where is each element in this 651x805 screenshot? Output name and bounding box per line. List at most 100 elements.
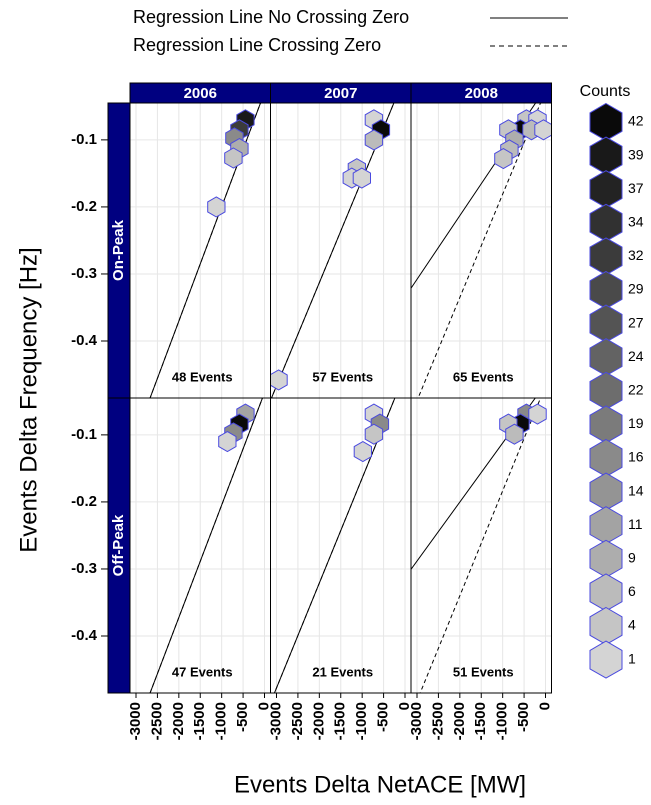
panel-content <box>411 398 552 693</box>
legend-hex <box>589 573 623 612</box>
legend-hex <box>589 606 623 646</box>
y-tick-label: -0.1 <box>71 426 97 443</box>
regression-line <box>270 103 395 398</box>
legend-count-label: 32 <box>628 247 644 263</box>
legend-hex <box>589 438 623 478</box>
hexbin <box>270 369 288 391</box>
legend-count-label: 1 <box>628 650 636 666</box>
legend-hex <box>589 371 623 410</box>
event-count: 48 Events <box>172 369 233 384</box>
legend-hex <box>589 102 623 142</box>
y-axis-title: Events Delta Frequency [Hz] <box>15 247 42 552</box>
legend-hex <box>589 304 623 343</box>
x-tick-label: 0 <box>396 702 413 710</box>
x-tick-label: -500 <box>234 702 251 732</box>
y-tick-label: -0.2 <box>71 198 97 215</box>
legend-title: Counts <box>580 83 631 100</box>
legend-hex <box>589 270 623 310</box>
hexbin <box>364 423 384 445</box>
column-label: 2007 <box>324 85 357 102</box>
y-tick-label: -0.4 <box>71 627 98 644</box>
x-tick-label: -3000 <box>127 702 144 740</box>
x-tick-label: -1000 <box>353 702 370 740</box>
x-tick-label: -2000 <box>451 702 468 740</box>
legend-count-label: 11 <box>628 516 643 532</box>
x-tick-label: -500 <box>515 702 532 732</box>
legend-hex <box>589 136 623 175</box>
hexbin <box>224 147 243 169</box>
event-count: 21 Events <box>312 664 373 679</box>
legend-count-label: 37 <box>628 180 644 196</box>
x-tick-label: -3000 <box>267 702 284 740</box>
legend-count-label: 42 <box>628 113 644 129</box>
legend-label: Regression Line Crossing Zero <box>133 35 381 55</box>
legend-count-label: 34 <box>628 214 644 230</box>
hexbin <box>207 196 226 218</box>
row-label: Off-Peak <box>110 514 127 576</box>
x-tick-label: 0 <box>536 702 553 710</box>
regression-line <box>149 398 263 693</box>
column-label: 2008 <box>465 85 498 102</box>
y-tick-label: -0.3 <box>71 265 97 282</box>
hexbin <box>364 129 384 151</box>
legend-hex <box>589 472 623 511</box>
legend-count-label: 16 <box>628 449 644 465</box>
row-label: On-Peak <box>110 219 127 281</box>
hexbin <box>528 403 547 425</box>
x-tick-label: -1500 <box>332 702 349 740</box>
regression-line <box>149 103 262 398</box>
regression-line <box>273 398 396 693</box>
x-tick-label: -1000 <box>494 702 511 740</box>
x-tick-label: -2500 <box>289 702 306 740</box>
legend-count-label: 39 <box>628 146 644 162</box>
x-tick-label: -1500 <box>472 702 489 740</box>
legend-count-label: 9 <box>628 550 636 566</box>
hexbin <box>353 441 372 463</box>
legend-hex <box>589 506 623 545</box>
hexbin <box>494 148 513 170</box>
panel-content <box>270 103 411 398</box>
panel-content <box>130 398 271 693</box>
legend-hex <box>589 405 623 444</box>
legend-count-label: 27 <box>628 314 644 330</box>
x-tick-label: -2500 <box>148 702 165 740</box>
x-tick-label: 0 <box>255 702 272 710</box>
hexbin <box>218 431 237 453</box>
hexbin <box>352 167 371 189</box>
y-tick-label: -0.3 <box>71 560 97 577</box>
event-count: 57 Events <box>312 369 373 384</box>
legend-count-label: 22 <box>628 382 644 398</box>
legend-hex <box>589 237 623 276</box>
hexbin <box>505 423 524 445</box>
legend-label: Regression Line No Crossing Zero <box>133 7 409 27</box>
x-tick-label: -1500 <box>191 702 208 740</box>
y-tick-label: -0.1 <box>71 131 97 148</box>
y-tick-label: -0.2 <box>71 493 97 510</box>
hexbin <box>534 119 552 141</box>
x-tick-label: -1000 <box>213 702 230 740</box>
x-tick-label: -2500 <box>429 702 446 740</box>
legend-hex <box>589 170 623 209</box>
panel-content <box>130 103 271 398</box>
x-tick-label: -500 <box>375 702 392 732</box>
y-tick-label: -0.4 <box>71 332 98 349</box>
event-count: 51 Events <box>453 664 514 679</box>
x-tick-label: -3000 <box>408 702 425 740</box>
event-count: 47 Events <box>172 664 233 679</box>
regression-line <box>417 103 542 398</box>
legend-count-label: 4 <box>628 617 636 633</box>
legend-hex <box>589 640 623 679</box>
x-axis-title: Events Delta NetACE [MW] <box>234 771 526 798</box>
legend-count-label: 14 <box>628 482 644 498</box>
legend-count-label: 29 <box>628 281 644 297</box>
panel-content <box>411 103 552 398</box>
legend-hex <box>589 203 623 242</box>
legend-count-label: 19 <box>628 415 644 431</box>
legend-count-label: 6 <box>628 583 636 599</box>
legend-hex <box>589 338 623 377</box>
legend-count-label: 24 <box>628 348 644 364</box>
legend-hex <box>589 539 623 578</box>
column-label: 2006 <box>184 85 217 102</box>
x-tick-label: -2000 <box>170 702 187 740</box>
